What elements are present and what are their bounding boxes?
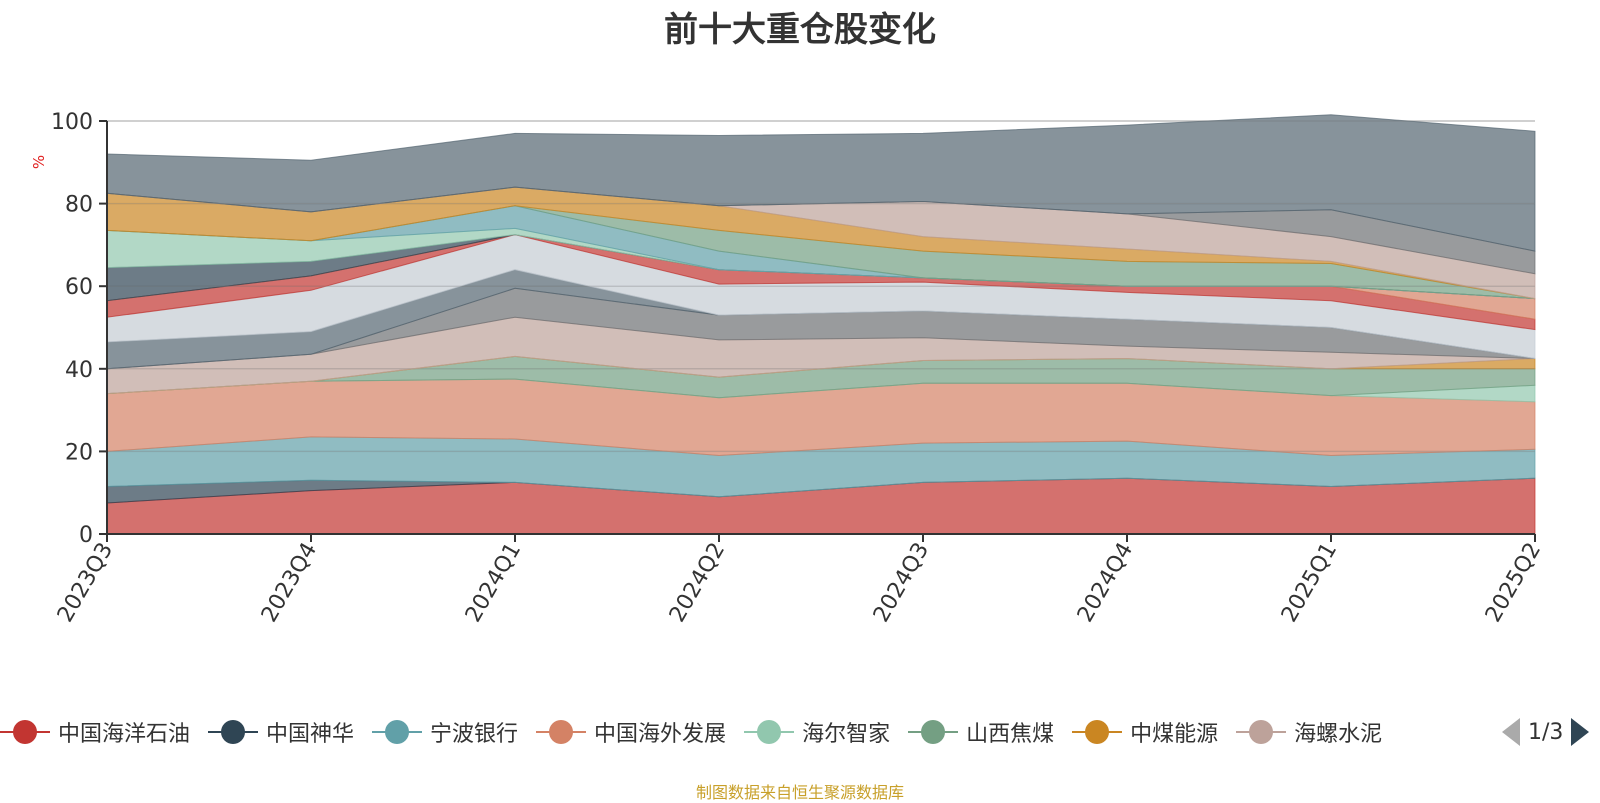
y-tick-label: 80: [65, 193, 93, 218]
y-tick-label: 0: [79, 523, 93, 548]
y-tick-label: 60: [65, 275, 93, 300]
area-series-20[interactable]: [106, 114, 1536, 252]
x-tick-label: 2023Q3: [53, 539, 118, 627]
legend-item[interactable]: 山西焦煤: [908, 712, 1054, 752]
legend-items: 中国海洋石油 中国神华 宁波银行 中国海外发展 海尔智家 山西焦煤 中煤能源 海螺水泥: [0, 712, 1480, 752]
legend-label: 中煤能源: [1130, 722, 1219, 747]
legend-swatch-icon: [372, 720, 423, 744]
x-tick-label: 2024Q2: [665, 539, 730, 627]
area-chart: 0 20 40 60 80 100 2023Q3 2023Q4 2024Q1 2024Q2 2024…: [30, 110, 1546, 627]
legend-label: 中国海洋石油: [58, 722, 191, 747]
legend-item[interactable]: 宁波银行: [372, 712, 518, 752]
legend-label: 宁波银行: [430, 722, 519, 747]
legend-prev-page-icon[interactable]: [1502, 718, 1520, 746]
x-tick-label: 2024Q3: [869, 539, 934, 627]
legend-swatch-icon: [208, 720, 259, 744]
legend-item[interactable]: 海尔智家: [744, 712, 890, 752]
legend-swatch-icon: [908, 720, 959, 744]
legend-label: 中国海外发展: [594, 722, 727, 747]
legend-page-indicator: 1/3: [1528, 719, 1564, 745]
legend-label: 海尔智家: [802, 722, 891, 747]
y-tick-label: 100: [51, 110, 93, 135]
y-axis-label: %: [30, 155, 48, 169]
legend-label: 海螺水泥: [1294, 722, 1383, 747]
legend-swatch-icon: [744, 720, 795, 744]
legend-pager: 1/3: [1502, 712, 1590, 752]
legend-item[interactable]: 中煤能源: [1072, 712, 1218, 752]
legend-item[interactable]: 中国神华: [208, 712, 354, 752]
source-note: 制图数据来自恒生聚源数据库: [695, 783, 904, 802]
legend-item[interactable]: 中国海洋石油: [0, 712, 190, 752]
x-tick-label: 2025Q1: [1277, 539, 1342, 627]
chart-title: 前十大重仓股变化: [664, 10, 936, 50]
x-tick-label: 2023Q4: [257, 539, 322, 627]
legend-label: 中国神华: [266, 722, 355, 747]
legend-next-page-icon[interactable]: [1571, 718, 1590, 746]
legend-swatch-icon: [1072, 720, 1123, 744]
y-tick-label: 40: [65, 358, 93, 383]
legend-item[interactable]: 中国海外发展: [536, 712, 726, 752]
legend-swatch-icon: [1236, 720, 1287, 744]
legend-swatch-icon: [0, 720, 50, 744]
area-layer: [106, 114, 1536, 535]
legend-item[interactable]: 海螺水泥: [1236, 712, 1382, 752]
x-tick-label: 2024Q1: [461, 539, 526, 627]
x-tick-label: 2024Q4: [1073, 539, 1138, 627]
y-tick-label: 20: [65, 440, 93, 465]
legend-label: 山西焦煤: [966, 722, 1055, 747]
x-tick-label: 2025Q2: [1481, 539, 1546, 627]
legend: 中国海洋石油 中国神华 宁波银行 中国海外发展 海尔智家 山西焦煤 中煤能源 海螺水泥 1/3: [0, 712, 1600, 752]
legend-swatch-icon: [536, 720, 587, 744]
